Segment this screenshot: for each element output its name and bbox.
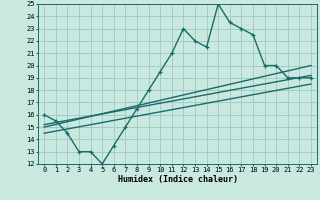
X-axis label: Humidex (Indice chaleur): Humidex (Indice chaleur) — [118, 175, 238, 184]
